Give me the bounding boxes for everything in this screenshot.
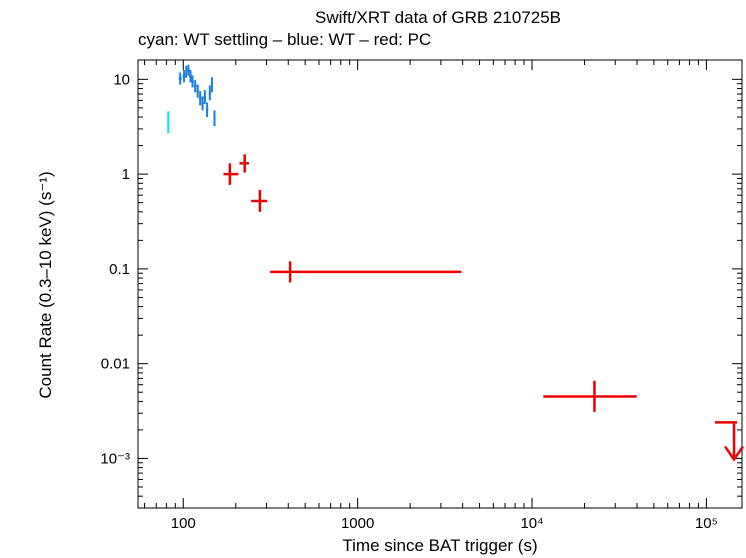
- x-axis-label: Time since BAT trigger (s): [342, 536, 538, 555]
- x-tick-label: 10⁴: [520, 515, 543, 532]
- y-tick-label: 10: [113, 71, 130, 88]
- x-tick-label: 10⁵: [695, 515, 718, 532]
- chart-subtitle: cyan: WT settling – blue: WT – red: PC: [138, 30, 432, 49]
- upper-limit-arrow-head: [723, 445, 745, 462]
- y-tick-label: 10⁻³: [100, 450, 130, 467]
- plot-frame: [137, 59, 743, 509]
- y-tick-label: 0.1: [109, 261, 130, 278]
- x-tick-label: 100: [171, 515, 196, 532]
- y-tick-label: 0.01: [101, 356, 130, 373]
- y-tick-label: 1: [122, 166, 130, 183]
- chart-title: Swift/XRT data of GRB 210725B: [314, 8, 561, 27]
- x-tick-label: 1000: [341, 515, 374, 532]
